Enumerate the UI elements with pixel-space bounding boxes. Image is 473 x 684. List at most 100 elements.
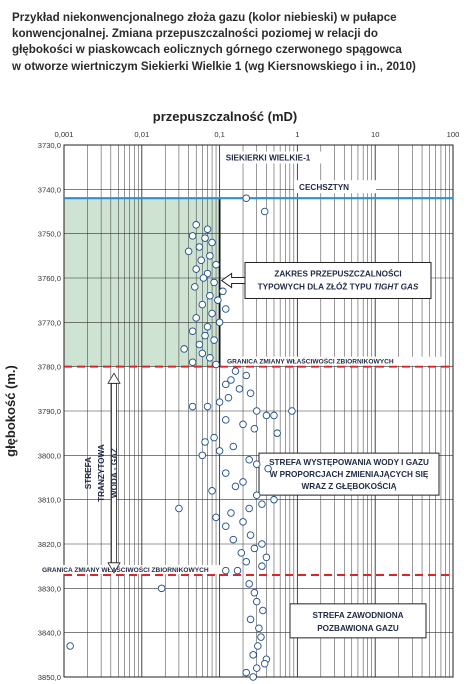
data-point — [224, 393, 233, 402]
data-point — [188, 327, 197, 335]
data-point — [231, 367, 240, 375]
mixed-zone-box — [258, 452, 440, 496]
data-point — [252, 491, 261, 499]
data-point — [188, 232, 197, 240]
data-point — [222, 469, 230, 477]
y-tick-label: 3790,0 — [38, 407, 61, 416]
caption-line-2: konwencjonalnej. Zmiana przepuszczalnośc… — [12, 27, 378, 41]
transition-arrow-down — [107, 562, 121, 574]
data-point — [206, 291, 214, 300]
data-point — [208, 238, 216, 247]
x-axis-title: przepuszczalność (mD) — [153, 109, 297, 124]
y-tick-label: 3800,0 — [38, 451, 61, 460]
points-layer — [66, 194, 296, 681]
data-point — [264, 464, 272, 473]
data-point — [201, 331, 209, 340]
zone-boxes-layer — [40, 151, 444, 639]
data-point — [252, 460, 261, 468]
y-tick-label: 3770,0 — [38, 318, 61, 327]
transition-label-line-1: STREFA — [84, 457, 93, 489]
data-point — [252, 597, 261, 606]
data-point — [198, 300, 207, 309]
y-tick-label: 3810,0 — [38, 496, 61, 505]
data-point — [201, 438, 209, 446]
boundary-label-1-bg — [222, 356, 444, 366]
y-tick-label: 3820,0 — [38, 540, 61, 549]
data-point — [210, 433, 218, 442]
data-point — [258, 500, 266, 508]
mixed-zone-label-line-3: WRAZ Z GŁĘBOKOŚCIĄ — [301, 480, 396, 491]
data-point — [192, 314, 200, 322]
data-point — [245, 504, 253, 513]
data-point — [245, 456, 253, 464]
transition-label-line-2: TRANZYTOWA — [97, 444, 106, 502]
data-point — [250, 424, 259, 433]
data-point — [246, 389, 255, 398]
data-point — [231, 482, 240, 491]
data-point — [270, 411, 278, 420]
data-point — [195, 243, 204, 251]
well-label-bg — [221, 151, 334, 164]
mixed-zone-label-line-2: W PROPORCJACH ZMIENIAJĄCYCH SIĘ — [270, 470, 429, 479]
caption-line-4: w otworze wiertniczym Siekierki Wielkie … — [12, 59, 416, 73]
data-point — [239, 420, 247, 429]
data-point — [212, 260, 220, 269]
data-point — [227, 509, 235, 517]
x-tick-label: 1 — [295, 130, 299, 139]
cechsztyn-label-bg — [294, 180, 377, 194]
tight-gas-label-line-1: ZAKRES PRZEPUSZCZALNOŚCI — [274, 267, 401, 278]
data-point — [227, 376, 235, 384]
tight-gas-label-line-2: TYPOWYCH DLA ZŁÓŻ TYPU TIGHT GAS — [258, 280, 419, 291]
data-point — [242, 668, 250, 677]
data-point — [206, 354, 214, 362]
x-tick-label: 0,01 — [134, 130, 149, 139]
data-point — [249, 673, 257, 681]
data-point — [66, 642, 74, 650]
data-point — [203, 402, 212, 411]
boundary-label-2-bg — [40, 565, 234, 575]
y-tick-label: 3760,0 — [38, 274, 61, 283]
data-point — [239, 518, 247, 526]
y-tick-label: 3850,0 — [38, 673, 61, 682]
data-point — [229, 535, 238, 544]
data-point — [215, 398, 224, 406]
data-point — [239, 478, 247, 486]
data-point — [229, 442, 238, 451]
data-point — [203, 323, 212, 331]
data-point — [222, 380, 230, 389]
data-point — [215, 318, 224, 327]
data-point — [208, 309, 216, 318]
tight-gas-arrow — [220, 272, 246, 289]
caption-line-3: głębokości w piaskowcach eolicznych górn… — [12, 43, 402, 57]
data-point — [260, 659, 269, 668]
data-point — [262, 411, 271, 420]
y-tick-label: 3780,0 — [38, 363, 61, 372]
data-point — [250, 544, 259, 553]
data-point — [254, 642, 262, 650]
y-tick-label: 3730,0 — [38, 141, 61, 150]
data-point — [252, 664, 261, 672]
boundary-lines-layer — [64, 197, 453, 577]
x-tick-label: 0,001 — [54, 130, 73, 139]
data-point — [235, 385, 244, 393]
well-label: SIEKIERKI WIELKIE-1 — [226, 154, 311, 163]
data-point — [210, 278, 218, 287]
tight-gas-box — [244, 261, 432, 299]
data-point — [212, 513, 220, 522]
data-point — [270, 495, 278, 504]
data-point — [199, 274, 208, 282]
data-point — [259, 606, 267, 615]
data-point — [242, 194, 250, 202]
data-point — [188, 358, 197, 366]
data-point — [250, 589, 259, 597]
data-point — [237, 549, 246, 557]
y-tick-label: 3740,0 — [38, 185, 61, 194]
water-zone-box — [289, 603, 427, 639]
data-point — [273, 429, 281, 437]
data-point — [260, 207, 269, 216]
labels-layer: 0,001 0,01 0,1 1 10 100 3730,0 3740,0 3750,0 3760… — [3, 109, 459, 682]
transition-label-line-3: WODA - GAZ — [110, 448, 119, 498]
data-point — [233, 566, 242, 575]
grid-layer — [63, 144, 454, 678]
